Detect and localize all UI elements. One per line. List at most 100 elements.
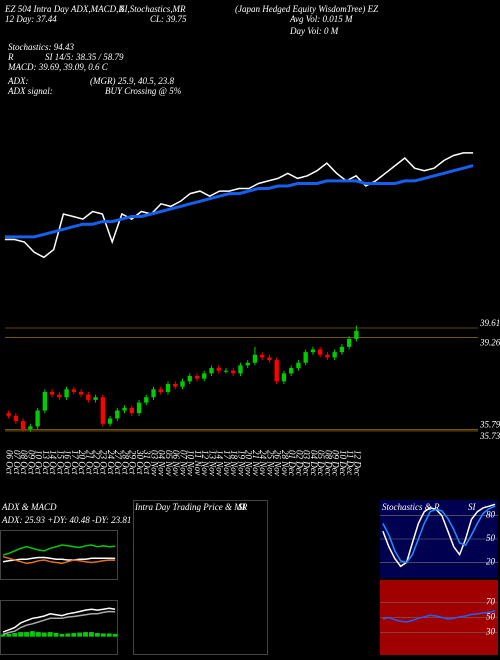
candle-body xyxy=(346,338,352,347)
candle-body xyxy=(194,376,200,379)
x-tick-label: 13 Oct xyxy=(41,450,51,475)
candle-body xyxy=(310,349,316,353)
x-tick-label: 19 Nov xyxy=(236,450,246,476)
x-tick-label: 16 Oct xyxy=(63,450,73,475)
candle-body xyxy=(223,370,229,372)
x-tick-label: 14 Oct xyxy=(48,450,58,475)
candle-body xyxy=(57,394,62,398)
candle-body xyxy=(281,373,287,382)
x-tick-label: 11 Nov xyxy=(193,450,203,475)
series-line xyxy=(2,555,116,565)
candle-body xyxy=(202,373,207,379)
candle-body xyxy=(325,354,330,358)
x-tick-label: 06 Oct xyxy=(5,450,15,475)
series-line xyxy=(4,152,474,259)
header-text: ADX: xyxy=(7,76,29,86)
candle-body xyxy=(267,357,272,361)
x-tick-label: 07 Oct xyxy=(12,450,22,475)
x-tick-label: 12 Nov xyxy=(200,450,210,476)
histogram-bar xyxy=(77,632,83,637)
panel-title: Stochastics & R xyxy=(382,502,440,512)
x-tick-label: 20 Oct xyxy=(77,450,87,475)
y-tick-label: 70 xyxy=(486,597,496,607)
histogram-bar xyxy=(94,633,100,637)
candle-body xyxy=(20,421,26,430)
x-tick-label: 28 Oct xyxy=(120,450,130,475)
y-tick-label: 20 xyxy=(486,556,496,566)
histogram-bar xyxy=(18,632,24,637)
x-tick-label: 08 Dec xyxy=(323,450,333,476)
header-text: R xyxy=(7,52,14,62)
x-tick-label: 03 Dec xyxy=(302,450,312,476)
header-text: EZ 504 Intra Day ADX,MACD,R xyxy=(4,4,124,14)
x-tick-label: 12 Dec xyxy=(352,450,362,476)
candle-body xyxy=(136,402,142,414)
series-line xyxy=(382,503,496,568)
x-tick-label: 11 Dec xyxy=(345,450,355,475)
x-tick-label: 25 Nov xyxy=(265,450,275,476)
series-line xyxy=(382,610,496,623)
x-tick-label: 03 Nov xyxy=(149,450,159,476)
series-line xyxy=(2,610,116,636)
histogram-bar xyxy=(41,632,47,637)
header-text: (Japan Hedged Equity WisdomTree) EZ xyxy=(235,4,379,14)
candle-body xyxy=(42,391,48,411)
x-tick-label: 21 Nov xyxy=(251,450,261,476)
header-text: 12 Day: 37.44 xyxy=(5,14,57,24)
histogram-bar xyxy=(71,633,77,637)
series-line xyxy=(4,164,474,239)
histogram-bar xyxy=(65,633,71,637)
header-text: CL: 39.75 xyxy=(150,14,187,24)
x-tick-label: 29 Oct xyxy=(128,450,138,475)
candle-body xyxy=(71,389,76,392)
candle-body xyxy=(303,352,308,363)
y-tick-label: 35.73 xyxy=(479,431,500,441)
panel-subtitle: ADX: 25.93 +DY: 40.48 -DY: 23.81 xyxy=(1,515,131,525)
header-text: Avg Vol: 0.015 M xyxy=(289,14,353,24)
candle-body xyxy=(332,352,337,358)
x-tick-label: 21 Oct xyxy=(84,450,94,475)
x-tick-label: 17 Oct xyxy=(70,450,80,475)
candle-body xyxy=(115,410,120,419)
candle-body xyxy=(107,418,113,424)
x-tick-label: 22 Oct xyxy=(91,450,101,475)
histogram-bar xyxy=(12,633,18,637)
x-tick-label: 30 Oct xyxy=(135,449,145,475)
candle-body xyxy=(165,383,171,392)
y-tick-label: 39.61 xyxy=(479,318,500,328)
x-tick-label: 24 Nov xyxy=(258,450,268,476)
candle-body xyxy=(296,362,301,369)
candle-body xyxy=(187,376,192,382)
x-tick-label: 10 Nov xyxy=(186,450,196,476)
y-tick-label: 39.26 xyxy=(479,337,500,347)
x-tick-label: 27 Oct xyxy=(113,450,123,475)
series-line xyxy=(382,505,496,564)
x-tick-label: 31 Oct xyxy=(142,449,152,475)
candle-body xyxy=(129,407,134,414)
candle-body xyxy=(86,394,91,400)
header-text: BUY Crossing @ 5% xyxy=(105,86,181,96)
histogram-bar xyxy=(0,634,6,637)
candle-body xyxy=(274,360,279,382)
header-text: (MGR) 25.9, 40.5, 23.8 xyxy=(90,76,174,86)
candle-body xyxy=(28,426,33,430)
candle-body xyxy=(173,383,178,387)
histogram-bar xyxy=(24,632,29,637)
y-tick-label: 80 xyxy=(486,510,496,520)
candle-body xyxy=(78,391,84,395)
x-tick-label: 06 Nov xyxy=(171,450,181,476)
x-tick-label: 01 Dec xyxy=(287,450,297,476)
header-text: SI 14/5: 38.35 / 58.79 xyxy=(45,52,124,62)
series-line xyxy=(2,544,116,556)
y-tick-label: 50 xyxy=(486,533,496,543)
candle-body xyxy=(35,410,40,427)
histogram-bar xyxy=(83,632,88,637)
candle-body xyxy=(151,389,156,398)
header-text: ADX signal: xyxy=(7,86,53,96)
candle-body xyxy=(231,370,236,374)
histogram-bar xyxy=(35,632,41,637)
header-text: Day Vol: 0 M xyxy=(289,26,339,36)
x-tick-label: 28 Nov xyxy=(280,450,290,476)
candle-body xyxy=(144,397,149,403)
candle-body xyxy=(93,397,98,400)
